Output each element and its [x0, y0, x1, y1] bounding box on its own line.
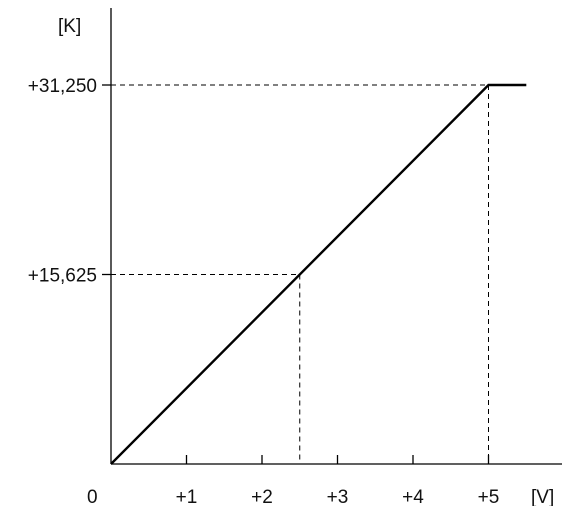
origin-label: 0	[87, 487, 98, 506]
x-axis-unit-label: [V]	[531, 487, 554, 506]
series-line	[110, 83, 527, 465]
x-tick-label: +1	[176, 487, 198, 506]
y-axis-unit-label: [K]	[58, 16, 81, 37]
x-tick-label: +2	[251, 487, 273, 506]
x-tick-label: +4	[402, 487, 424, 506]
x-tick-label: +3	[327, 487, 349, 506]
x-tick-label: +5	[478, 487, 500, 506]
y-tick-label: +31,250	[28, 76, 97, 97]
y-tick-label: +15,625	[28, 266, 97, 287]
